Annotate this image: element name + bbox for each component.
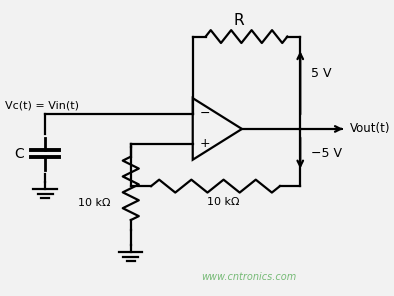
Text: 10 kΩ: 10 kΩ [78, 198, 111, 208]
Text: 10 kΩ: 10 kΩ [206, 197, 239, 207]
Text: www.cntronics.com: www.cntronics.com [202, 272, 297, 282]
Text: Vout(t): Vout(t) [349, 123, 390, 136]
Text: R: R [234, 13, 245, 28]
Text: −: − [199, 107, 210, 120]
Text: +: + [199, 137, 210, 150]
Text: 5 V: 5 V [311, 67, 332, 81]
Text: C: C [15, 147, 24, 161]
Text: Vc(t) = Vin(t): Vc(t) = Vin(t) [5, 100, 79, 110]
Text: −5 V: −5 V [311, 147, 342, 160]
